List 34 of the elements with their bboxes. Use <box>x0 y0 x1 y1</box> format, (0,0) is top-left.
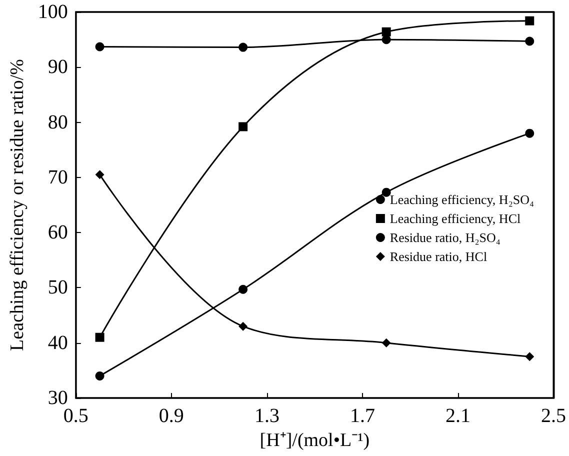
y-axis-title: Leaching efficiency or residue ratio/% <box>7 58 28 351</box>
y-tick-label: 80 <box>48 111 68 134</box>
point <box>382 35 391 44</box>
x-tick-label: 1.3 <box>254 405 280 427</box>
point <box>238 284 248 294</box>
point <box>238 122 248 132</box>
point <box>382 27 391 36</box>
legend-label: Leaching efficiency, H₂SO₄ <box>390 192 534 207</box>
point <box>95 332 104 342</box>
y-tick-label: 100 <box>38 1 68 23</box>
x-axis-title: [H⁺]/(mol•L⁻¹) <box>260 430 370 451</box>
point <box>382 338 391 348</box>
point <box>95 170 104 180</box>
legend-label: Leaching efficiency, HCl <box>390 211 521 226</box>
y-tick-label: 60 <box>48 222 68 244</box>
legend-label: Residue ratio, HCl <box>390 249 488 264</box>
point <box>238 322 248 331</box>
y-tick-label: 40 <box>48 332 68 354</box>
point <box>525 352 534 362</box>
point <box>525 36 534 46</box>
point <box>525 128 534 138</box>
point <box>238 42 248 52</box>
x-tick-label: 1.7 <box>350 405 375 427</box>
y-tick-label: 90 <box>48 56 68 78</box>
x-tick-label: 2.1 <box>445 405 470 427</box>
point <box>382 188 391 197</box>
legend-label: Residue ratio, H₂SO₄ <box>390 230 501 245</box>
y-tick-label: 70 <box>48 166 68 188</box>
point <box>525 16 534 26</box>
point <box>95 42 104 52</box>
x-tick-label: 0.9 <box>158 405 184 427</box>
x-tick-label: 2.5 <box>541 405 566 427</box>
y-tick-label: 50 <box>48 276 68 299</box>
point <box>95 371 104 380</box>
